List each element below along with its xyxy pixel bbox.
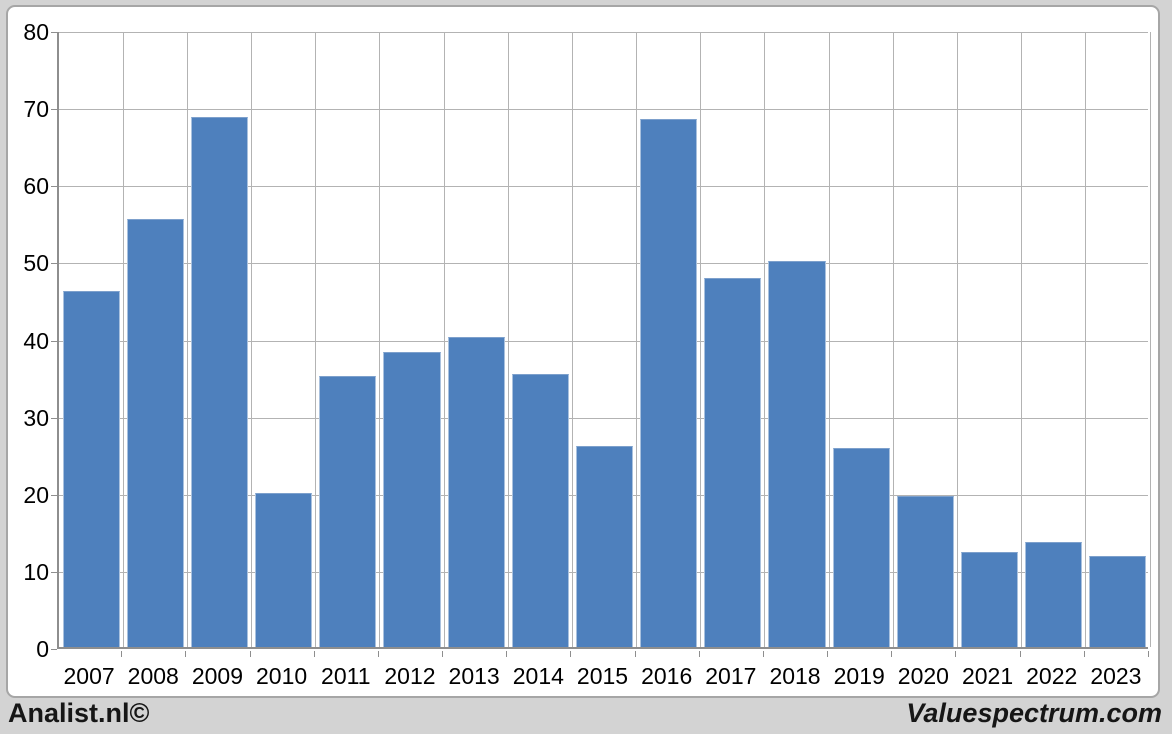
x-axis-tick-mark	[185, 651, 187, 657]
x-axis-tick-label: 2023	[1090, 663, 1142, 689]
x-axis-tick-mark	[313, 651, 315, 657]
bar-2016	[640, 119, 698, 647]
bar-2014	[511, 373, 569, 647]
gridline-vertical	[892, 32, 894, 647]
x-axis-tick-mark	[121, 651, 123, 657]
gridline-vertical	[700, 32, 702, 647]
chart-panel: 0 10 20 30 40 50 60 70 80 2007 2008 2009 2010 2011 20…	[6, 5, 1160, 698]
x-axis-tick-mark	[442, 651, 444, 657]
x-axis-tick-label: 2012	[384, 663, 436, 689]
gridline-horizontal	[59, 340, 1148, 342]
y-axis-tick-mark	[51, 649, 57, 650]
gridline-vertical	[956, 32, 958, 647]
gridline-vertical	[1149, 32, 1151, 647]
x-axis-tick-label: 2019	[833, 663, 885, 689]
gridline-vertical	[571, 32, 573, 647]
valuespectrum-brand-label: Valuespectrum.com	[906, 698, 1162, 728]
gridline-vertical	[636, 32, 638, 647]
x-axis-tick-label: 2017	[705, 663, 757, 689]
x-axis-tick-mark	[249, 651, 251, 657]
y-axis-tick-label: 70	[23, 96, 49, 123]
gridline-vertical	[443, 32, 445, 647]
x-axis-tick-label: 2014	[512, 663, 564, 689]
x-axis-tick-label: 2007	[63, 663, 115, 689]
gridline-horizontal	[59, 109, 1148, 111]
gridline-vertical	[1021, 32, 1023, 647]
y-axis-tick-mark	[51, 340, 57, 342]
x-axis-tick-label: 2009	[191, 663, 244, 689]
bar-2008	[126, 218, 184, 647]
bar-2019	[832, 448, 890, 647]
gridline-horizontal	[59, 186, 1148, 188]
x-axis-tick-mark	[698, 651, 700, 657]
plot-area	[57, 32, 1151, 649]
x-axis-tick-mark	[827, 651, 829, 657]
gridline-vertical	[122, 32, 124, 647]
x-axis-tick-mark	[506, 651, 508, 657]
gridline-vertical	[764, 32, 766, 647]
gridline-vertical	[828, 32, 830, 647]
gridline-horizontal	[59, 263, 1148, 265]
bar-2013	[447, 336, 505, 647]
bar-2018	[768, 261, 826, 647]
x-axis-tick-mark	[1083, 651, 1085, 657]
gridline-vertical	[379, 32, 381, 647]
footer: Analist.nl© Valuespectrum.com	[0, 698, 1172, 734]
y-axis-tick-mark	[51, 263, 57, 265]
gridline-horizontal	[59, 32, 1148, 33]
y-axis-tick-label: 80	[23, 19, 49, 45]
bar-2021	[961, 552, 1019, 647]
gridline-vertical	[186, 32, 188, 647]
y-axis-tick-label: 20	[23, 481, 49, 508]
bar-2009	[190, 117, 248, 647]
x-axis-tick-label: 2008	[127, 663, 179, 689]
bar-2007	[62, 290, 120, 647]
bar-2010	[255, 492, 313, 647]
x-axis-tick-mark	[955, 651, 957, 657]
y-axis-tick-label: 50	[23, 250, 49, 277]
x-axis-tick-label: 2022	[1026, 663, 1078, 689]
y-axis-tick-mark	[51, 186, 57, 188]
y-axis-tick-label: 0	[36, 636, 49, 662]
x-axis-tick-mark	[762, 651, 764, 657]
gridline-vertical	[315, 32, 317, 647]
y-axis-tick-label: 60	[23, 173, 49, 200]
gridline-vertical	[251, 32, 253, 647]
bar-2023	[1089, 556, 1147, 647]
bar-2015	[575, 446, 634, 647]
bar-2020	[896, 495, 954, 647]
x-axis-tick-mark	[634, 651, 636, 657]
x-axis-tick-label: 2021	[961, 663, 1014, 689]
x-axis-tick-label: 2013	[448, 663, 500, 689]
x-axis-tick-mark	[570, 651, 572, 657]
bar-2022	[1025, 542, 1083, 647]
gridline-horizontal	[59, 417, 1148, 419]
x-axis-tick-label: 2018	[769, 663, 821, 689]
y-axis-tick-label: 40	[23, 327, 49, 354]
bar-2012	[383, 352, 441, 647]
x-axis-tick-label: 2011	[321, 663, 371, 689]
x-axis-tick-label: 2020	[897, 663, 949, 689]
x-axis-tick-label: 2010	[256, 663, 308, 689]
x-axis-tick-label: 2016	[641, 663, 693, 689]
y-axis-tick-mark	[51, 571, 57, 573]
analist-brand-label: Analist.nl©	[8, 698, 150, 728]
bar-2011	[319, 375, 377, 647]
y-axis-tick-mark	[51, 109, 57, 111]
y-axis-tick-mark	[51, 417, 57, 419]
x-axis-tick-mark	[891, 651, 893, 657]
y-axis-tick-mark	[51, 32, 57, 33]
x-axis-tick-label: 2015	[576, 663, 629, 689]
bar-2017	[704, 278, 762, 647]
x-axis-tick-mark	[1148, 651, 1149, 657]
y-axis-tick-label: 30	[23, 404, 49, 431]
gridline-vertical	[507, 32, 509, 647]
y-axis-tick-mark	[51, 494, 57, 496]
x-axis-tick-mark	[1019, 651, 1021, 657]
x-axis-tick-mark	[377, 651, 379, 657]
y-axis-tick-label: 10	[23, 558, 49, 585]
gridline-vertical	[1085, 32, 1087, 647]
